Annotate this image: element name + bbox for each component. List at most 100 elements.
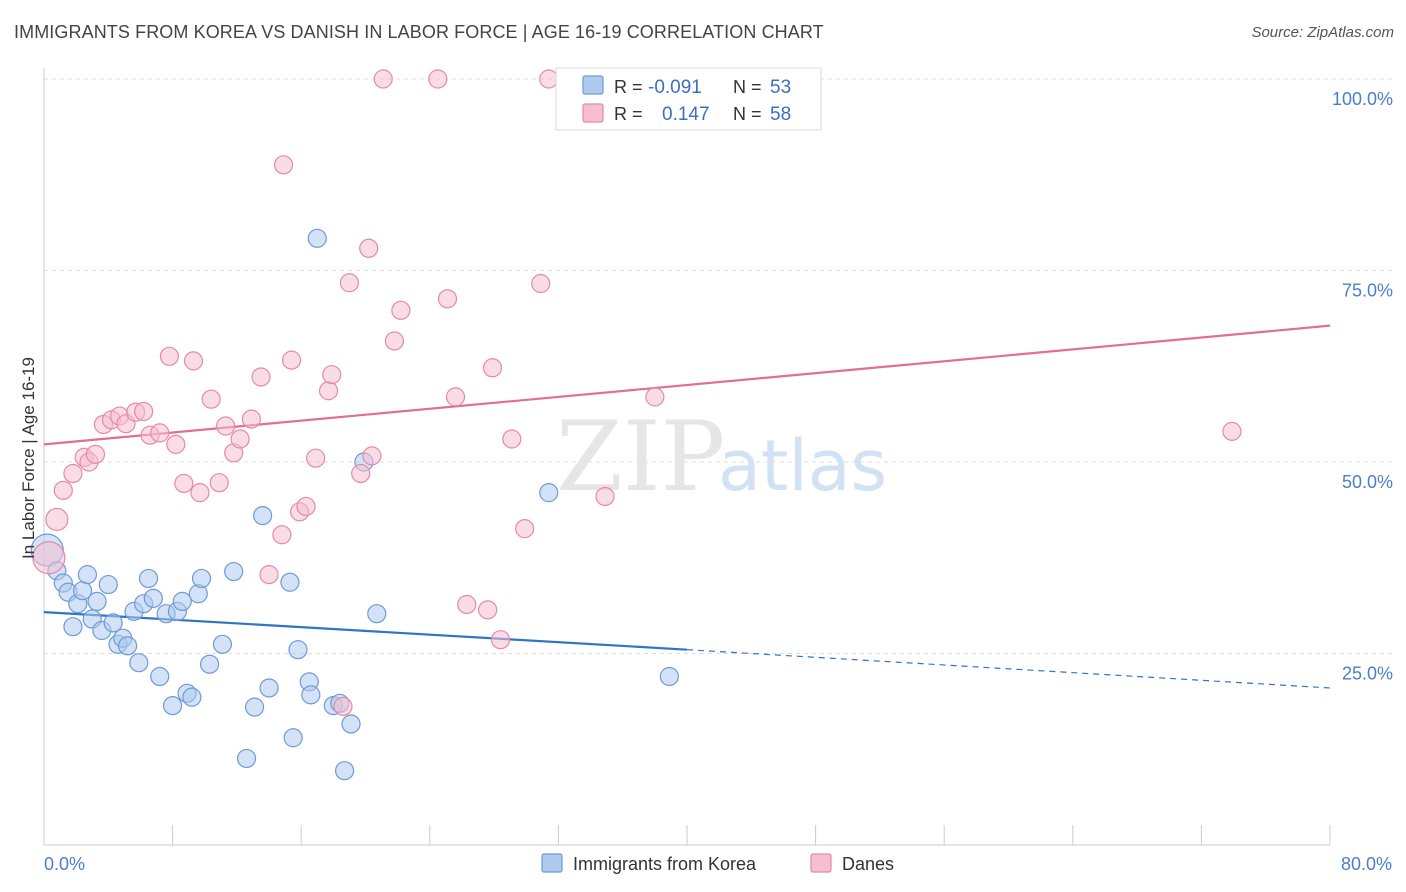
y-tick-label-1: 50.0% bbox=[1342, 472, 1393, 492]
point-danes-33 bbox=[306, 448, 326, 468]
point-korea-31 bbox=[212, 634, 233, 654]
point-korea-21 bbox=[150, 666, 170, 687]
bottom-legend-swatch-danes bbox=[810, 853, 832, 873]
y-tick-labels: 25.0% 50.0% 75.0% 100.0% bbox=[1332, 89, 1393, 684]
point-korea-41 bbox=[301, 685, 321, 705]
y-tick-label-3: 100.0% bbox=[1332, 89, 1393, 109]
point-korea-29 bbox=[191, 568, 212, 589]
y-tick-label-2: 75.0% bbox=[1342, 281, 1393, 301]
point-korea-34 bbox=[244, 697, 265, 717]
legend-r-value-danes: 0.147 bbox=[662, 104, 710, 125]
point-korea-48 bbox=[367, 604, 387, 624]
axes bbox=[43, 68, 1331, 846]
point-danes-29 bbox=[273, 155, 294, 175]
point-korea-17 bbox=[129, 653, 149, 673]
point-danes-36 bbox=[333, 696, 353, 716]
point-korea-42 bbox=[307, 228, 327, 248]
point-korea-9 bbox=[87, 591, 107, 612]
bottom-legend: Immigrants from Korea Danes bbox=[541, 853, 894, 874]
point-danes-15 bbox=[159, 346, 179, 366]
point-danes-52 bbox=[515, 519, 535, 539]
y-tick-label-0: 25.0% bbox=[1342, 664, 1393, 684]
data-points bbox=[30, 69, 1242, 781]
point-korea-4 bbox=[63, 617, 83, 637]
point-korea-12 bbox=[103, 613, 123, 633]
point-danes-45 bbox=[437, 289, 458, 309]
watermark-atlas: atlas bbox=[718, 425, 887, 507]
legend-n-value-korea: 53 bbox=[770, 77, 791, 98]
point-danes-51 bbox=[502, 429, 522, 449]
point-danes-16 bbox=[166, 434, 186, 454]
point-danes-22 bbox=[216, 416, 236, 436]
legend-r-label-danes: R = bbox=[614, 104, 643, 124]
source-label: Source: ZipAtlas.com bbox=[1251, 24, 1394, 41]
point-korea-20 bbox=[143, 588, 163, 608]
point-korea-32 bbox=[224, 561, 244, 582]
point-danes-21 bbox=[209, 473, 229, 493]
point-korea-37 bbox=[280, 572, 300, 592]
point-korea-39 bbox=[288, 640, 308, 660]
legend-swatch-danes bbox=[582, 103, 604, 123]
legend-n-label-danes: N = bbox=[733, 104, 762, 124]
point-danes-25 bbox=[241, 409, 261, 429]
point-korea-15 bbox=[117, 636, 138, 656]
point-danes-47 bbox=[457, 594, 477, 615]
point-korea-36 bbox=[259, 678, 279, 698]
point-danes-35 bbox=[322, 365, 342, 385]
point-danes-26 bbox=[251, 367, 271, 387]
point-korea-45 bbox=[335, 761, 355, 781]
point-danes-1 bbox=[45, 507, 69, 532]
point-danes-40 bbox=[362, 446, 382, 466]
point-danes-39 bbox=[359, 238, 379, 258]
point-danes-50 bbox=[490, 630, 511, 650]
point-danes-55 bbox=[595, 486, 615, 507]
point-danes-17 bbox=[174, 473, 194, 494]
point-danes-48 bbox=[478, 600, 498, 620]
point-danes-2 bbox=[53, 480, 73, 500]
point-danes-18 bbox=[183, 351, 204, 371]
point-danes-3 bbox=[63, 463, 83, 484]
bottom-legend-danes: Danes bbox=[842, 854, 894, 874]
point-korea-46 bbox=[341, 714, 361, 734]
point-korea-49 bbox=[539, 483, 559, 503]
x-tick-label-min: 0.0% bbox=[44, 854, 85, 874]
point-korea-25 bbox=[172, 591, 192, 612]
point-danes-42 bbox=[384, 331, 405, 351]
point-korea-50 bbox=[659, 666, 679, 687]
point-danes-27 bbox=[259, 565, 279, 585]
point-korea-35 bbox=[253, 506, 273, 526]
point-danes-37 bbox=[339, 273, 360, 293]
gridlines bbox=[44, 78, 1392, 654]
watermark: ZIP atlas bbox=[556, 401, 887, 513]
point-danes-28 bbox=[272, 525, 292, 545]
chart-title: IMMIGRANTS FROM KOREA VS DANISH IN LABOR… bbox=[14, 22, 824, 42]
point-korea-27 bbox=[182, 687, 202, 707]
point-danes-20 bbox=[201, 389, 221, 409]
bottom-legend-swatch-korea bbox=[541, 853, 563, 873]
point-korea-38 bbox=[283, 728, 303, 748]
point-danes-44 bbox=[428, 69, 448, 89]
point-danes-43 bbox=[391, 300, 411, 320]
point-danes-54 bbox=[539, 69, 559, 89]
point-danes-56 bbox=[645, 387, 665, 407]
legend-n-value-danes: 58 bbox=[770, 104, 791, 125]
point-danes-0 bbox=[32, 541, 66, 575]
trend-line-korea-extrapolated bbox=[686, 649, 1331, 689]
legend: R = -0.091 N = 53 R = 0.147 N = 58 bbox=[555, 67, 822, 131]
point-danes-53 bbox=[531, 273, 551, 294]
legend-r-value-korea: -0.091 bbox=[648, 77, 702, 98]
point-danes-6 bbox=[85, 444, 106, 464]
y-axis-title: In Labor Force | Age 16-19 bbox=[19, 357, 38, 559]
point-danes-30 bbox=[281, 350, 302, 370]
point-danes-57 bbox=[1222, 421, 1242, 441]
point-korea-19 bbox=[138, 568, 159, 589]
point-danes-32 bbox=[296, 496, 316, 517]
point-korea-7 bbox=[77, 565, 98, 585]
watermark-zip: ZIP bbox=[556, 401, 725, 513]
x-tick-label-max: 80.0% bbox=[1341, 854, 1392, 874]
point-danes-19 bbox=[190, 483, 210, 503]
legend-n-label-korea: N = bbox=[733, 77, 762, 97]
point-danes-49 bbox=[482, 358, 503, 378]
trend-line-korea bbox=[43, 611, 688, 651]
